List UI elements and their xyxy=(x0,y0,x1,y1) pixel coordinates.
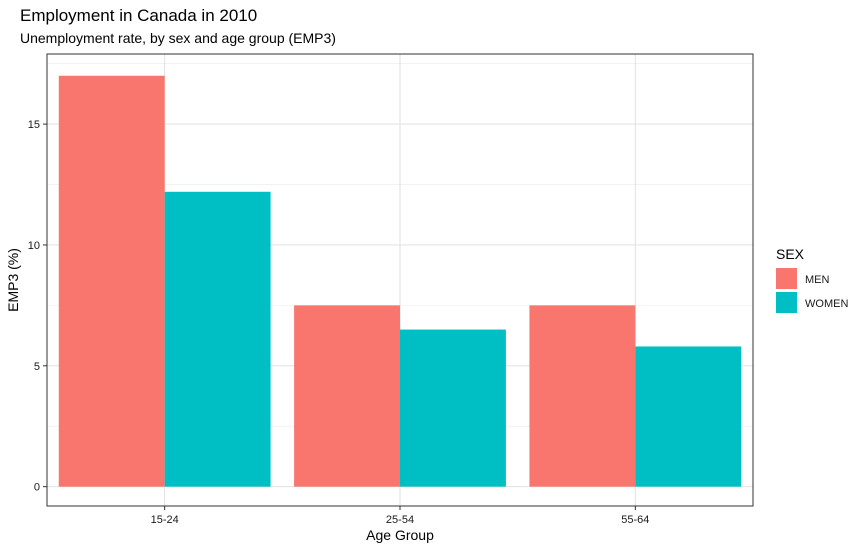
y-axis: 0 5 10 15 xyxy=(28,119,47,494)
legend-key-women xyxy=(776,292,797,313)
legend-label-women: WOMEN xyxy=(805,298,848,310)
legend: SEX MEN WOMEN xyxy=(776,246,848,313)
x-axis-title: Age Group xyxy=(366,527,434,543)
x-tick-label: 25-54 xyxy=(386,514,414,526)
y-tick-label: 5 xyxy=(34,361,40,373)
bar-men-25-54 xyxy=(294,305,400,487)
bars xyxy=(58,75,742,487)
legend-key-men xyxy=(776,268,797,289)
bar-women-55-64 xyxy=(635,346,742,487)
legend-title: SEX xyxy=(776,246,805,262)
x-tick-label: 15-24 xyxy=(151,514,179,526)
legend-items: MEN WOMEN xyxy=(776,268,848,313)
chart-title: Employment in Canada in 2010 xyxy=(20,6,257,25)
legend-label-men: MEN xyxy=(805,274,830,286)
y-axis-title: EMP3 (%) xyxy=(5,248,21,312)
y-tick-label: 15 xyxy=(28,119,40,131)
y-tick-label: 10 xyxy=(28,240,40,252)
bar-men-55-64 xyxy=(529,305,636,487)
bar-women-15-24 xyxy=(164,191,271,487)
bar-men-15-24 xyxy=(58,75,165,487)
y-tick-label: 0 xyxy=(34,482,40,494)
chart-subtitle: Unemployment rate, by sex and age group … xyxy=(20,30,336,46)
x-tick-label: 55-64 xyxy=(621,514,649,526)
bar-women-25-54 xyxy=(400,329,506,487)
x-axis: 15-24 25-54 55-64 xyxy=(151,506,649,526)
